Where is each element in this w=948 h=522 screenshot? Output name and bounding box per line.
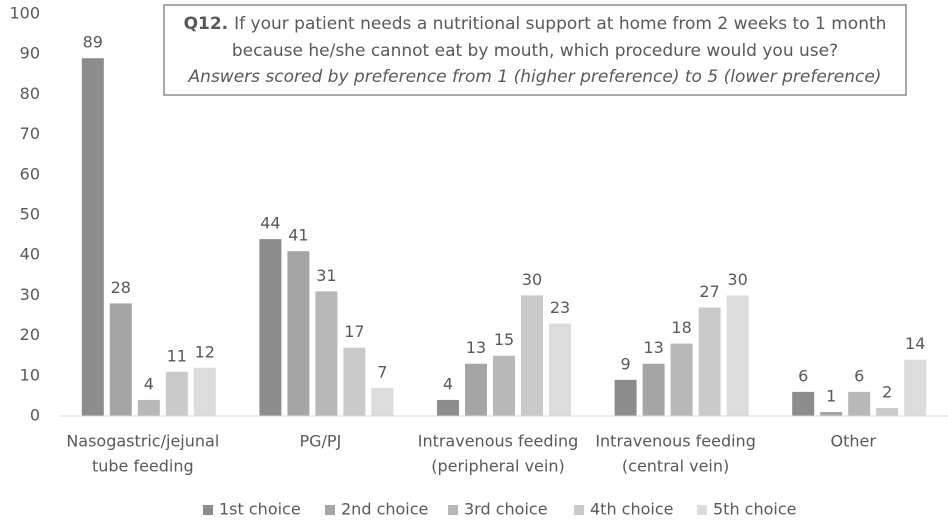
data-label: 13 bbox=[643, 338, 663, 357]
bar bbox=[193, 367, 216, 416]
y-tick-label: 70 bbox=[20, 124, 40, 143]
bar bbox=[81, 58, 104, 416]
y-tick-label: 60 bbox=[20, 164, 40, 183]
data-label: 2 bbox=[882, 382, 892, 401]
bar bbox=[287, 251, 310, 416]
data-label: 13 bbox=[466, 338, 486, 357]
data-label: 41 bbox=[288, 226, 308, 245]
x-tick-label: Nasogastric/jejunal bbox=[66, 432, 219, 451]
bar bbox=[165, 371, 188, 416]
y-tick-label: 10 bbox=[20, 365, 40, 384]
legend-swatch bbox=[325, 505, 335, 515]
data-label: 6 bbox=[798, 366, 808, 385]
legend-swatch bbox=[697, 505, 707, 515]
y-tick-label: 30 bbox=[20, 285, 40, 304]
bar bbox=[642, 363, 665, 416]
bar bbox=[437, 399, 459, 416]
bar bbox=[343, 347, 366, 416]
title-label: Q12. bbox=[184, 14, 229, 34]
data-label: 9 bbox=[621, 354, 631, 373]
chart-title: Q12. If your patient needs a nutritional … bbox=[184, 14, 887, 34]
data-label: 1 bbox=[826, 386, 836, 405]
bar bbox=[848, 391, 871, 416]
bar bbox=[876, 407, 899, 416]
data-label: 7 bbox=[377, 362, 387, 381]
bar bbox=[904, 359, 927, 416]
bar bbox=[259, 239, 282, 416]
data-label: 44 bbox=[260, 214, 280, 233]
legend-label: 4th choice bbox=[590, 500, 674, 519]
bar bbox=[465, 363, 487, 416]
legend-label: 1st choice bbox=[219, 500, 301, 519]
bar bbox=[670, 343, 693, 416]
legend-label: 2nd choice bbox=[341, 500, 428, 519]
data-label: 6 bbox=[854, 366, 864, 385]
title-line: If your patient needs a nutritional supp… bbox=[234, 14, 886, 34]
data-label: 28 bbox=[111, 278, 131, 297]
bar bbox=[371, 387, 394, 416]
data-label: 11 bbox=[167, 346, 187, 365]
data-label: 23 bbox=[550, 298, 570, 317]
bar bbox=[614, 379, 637, 416]
bar bbox=[315, 291, 338, 416]
x-tick-label: (peripheral vein) bbox=[431, 457, 564, 476]
y-tick-label: 100 bbox=[9, 4, 40, 23]
y-tick-label: 0 bbox=[30, 406, 40, 425]
y-tick-label: 40 bbox=[20, 245, 40, 264]
x-tick-label: PG/PJ bbox=[299, 432, 341, 451]
data-label: 31 bbox=[316, 266, 336, 285]
legend-swatch bbox=[574, 505, 584, 515]
data-label: 30 bbox=[727, 270, 747, 289]
bar bbox=[493, 355, 515, 416]
bar bbox=[521, 295, 543, 416]
x-tick-label: Intravenous feeding bbox=[595, 432, 756, 451]
bar bbox=[792, 391, 815, 416]
data-label: 18 bbox=[671, 318, 691, 337]
y-tick-label: 90 bbox=[20, 44, 40, 63]
data-label: 27 bbox=[699, 282, 719, 301]
data-label: 4 bbox=[144, 374, 154, 393]
data-label: 4 bbox=[443, 374, 453, 393]
legend-swatch bbox=[448, 505, 458, 515]
bar bbox=[109, 303, 132, 416]
bar bbox=[549, 323, 571, 416]
y-tick-label: 50 bbox=[20, 205, 40, 224]
y-tick-label: 80 bbox=[20, 84, 40, 103]
data-label: 15 bbox=[494, 330, 514, 349]
y-tick-label: 20 bbox=[20, 325, 40, 344]
bar bbox=[726, 295, 749, 416]
title-box bbox=[163, 4, 907, 96]
legend-swatch bbox=[203, 505, 213, 515]
bar bbox=[820, 411, 843, 416]
x-tick-label: Other bbox=[830, 432, 876, 451]
x-tick-label: tube feeding bbox=[92, 457, 194, 476]
data-label: 12 bbox=[195, 342, 215, 361]
data-label: 30 bbox=[522, 270, 542, 289]
legend-label: 3rd choice bbox=[464, 500, 548, 519]
data-label: 89 bbox=[83, 33, 103, 52]
data-label: 17 bbox=[344, 322, 364, 341]
data-label: 14 bbox=[905, 334, 925, 353]
bar bbox=[698, 307, 721, 416]
x-tick-label: (central vein) bbox=[622, 457, 729, 476]
chart-subtitle: Answers scored by preference from 1 (hig… bbox=[188, 67, 882, 87]
x-tick-label: Intravenous feeding bbox=[418, 432, 579, 451]
title-line: because he/she cannot eat by mouth, whic… bbox=[232, 41, 838, 61]
legend-label: 5th choice bbox=[713, 500, 797, 519]
bar bbox=[137, 399, 160, 416]
